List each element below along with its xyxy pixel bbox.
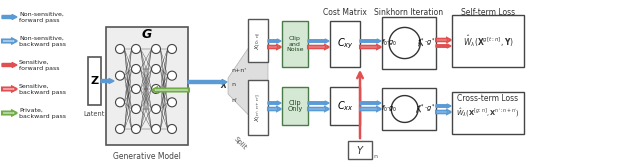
Circle shape [152, 64, 161, 73]
Circle shape [168, 125, 177, 133]
Text: Cross-term Loss: Cross-term Loss [458, 94, 518, 103]
FancyBboxPatch shape [382, 88, 436, 130]
FancyArrow shape [436, 44, 451, 48]
Circle shape [131, 105, 141, 114]
Text: Cost Matrix: Cost Matrix [323, 8, 367, 17]
FancyArrow shape [268, 101, 281, 105]
Text: $\hat{W}_{\lambda}(\mathbf{X}^{g[t:n]}, \mathbf{Y})$: $\hat{W}_{\lambda}(\mathbf{X}^{g[t:n]}, … [463, 33, 513, 49]
Text: n': n' [231, 98, 237, 103]
Text: n+n': n+n' [231, 67, 246, 72]
Text: $X_{[n':n+n']}$: $X_{[n':n+n']}$ [253, 93, 263, 122]
Text: Clip
Only: Clip Only [287, 100, 303, 113]
FancyBboxPatch shape [88, 57, 101, 105]
FancyBboxPatch shape [106, 27, 188, 145]
Text: $f^*{\cdot}g^*$: $f^*{\cdot}g^*$ [417, 37, 436, 49]
Circle shape [168, 71, 177, 80]
FancyBboxPatch shape [382, 17, 436, 69]
Text: Sinkhorn Iteration: Sinkhorn Iteration [374, 8, 444, 17]
FancyBboxPatch shape [282, 87, 308, 125]
FancyArrow shape [268, 45, 281, 49]
FancyArrow shape [2, 39, 17, 43]
Circle shape [131, 125, 141, 133]
FancyArrow shape [308, 39, 329, 43]
Text: Sensitive,
backward pass: Sensitive, backward pass [19, 83, 66, 95]
Text: Non-sensitive,
forward pass: Non-sensitive, forward pass [19, 11, 64, 23]
Circle shape [152, 85, 161, 94]
FancyArrow shape [188, 79, 227, 85]
FancyArrow shape [268, 39, 281, 43]
Text: Private,
backward pass: Private, backward pass [19, 107, 66, 119]
Circle shape [115, 98, 125, 107]
Text: G: G [142, 29, 152, 42]
FancyBboxPatch shape [248, 80, 268, 135]
FancyArrow shape [436, 110, 451, 114]
FancyArrow shape [308, 101, 329, 105]
Text: $Y$: $Y$ [356, 144, 364, 156]
Text: $\hat{W}_{\lambda}(\mathbf{X}^{[g:n]}, \mathbf{X}^{n':n+n'})$: $\hat{W}_{\lambda}(\mathbf{X}^{[g:n]}, \… [456, 107, 520, 119]
Text: Clip
and
Noise: Clip and Noise [286, 36, 304, 52]
Text: Split: Split [232, 135, 248, 151]
Text: $f_0{\cdot}g_0$: $f_0{\cdot}g_0$ [381, 104, 397, 114]
Text: Z: Z [90, 76, 99, 86]
FancyArrow shape [268, 107, 281, 111]
Text: Latent: Latent [84, 111, 105, 117]
Text: Sensitive,
forward pass: Sensitive, forward pass [19, 59, 60, 71]
Circle shape [115, 71, 125, 80]
Circle shape [131, 64, 141, 73]
Circle shape [152, 125, 161, 133]
FancyArrow shape [2, 111, 17, 116]
FancyArrow shape [152, 88, 189, 93]
FancyBboxPatch shape [452, 15, 524, 67]
Text: Non-sensitive,
backward pass: Non-sensitive, backward pass [19, 35, 66, 47]
FancyBboxPatch shape [330, 21, 360, 67]
Text: n: n [231, 81, 235, 87]
Circle shape [115, 44, 125, 53]
Text: $C_{xy}$: $C_{xy}$ [337, 37, 353, 51]
FancyArrow shape [2, 15, 17, 20]
FancyArrow shape [436, 38, 451, 42]
FancyBboxPatch shape [348, 141, 372, 159]
Text: X: X [220, 81, 226, 91]
FancyBboxPatch shape [330, 87, 360, 125]
FancyBboxPatch shape [248, 19, 268, 62]
Text: n: n [373, 154, 377, 159]
FancyBboxPatch shape [452, 92, 524, 134]
Text: $f_0{\cdot}g_0$: $f_0{\cdot}g_0$ [381, 38, 397, 48]
Text: Generative Model: Generative Model [113, 152, 181, 161]
FancyArrow shape [360, 101, 381, 105]
Circle shape [131, 44, 141, 53]
FancyArrow shape [360, 39, 381, 43]
Polygon shape [228, 19, 268, 135]
Circle shape [168, 44, 177, 53]
FancyArrow shape [436, 104, 451, 108]
Circle shape [131, 85, 141, 94]
Circle shape [152, 44, 161, 53]
FancyArrow shape [2, 87, 17, 92]
FancyArrow shape [308, 45, 329, 49]
Circle shape [152, 105, 161, 114]
FancyArrow shape [308, 107, 329, 111]
Text: $f^*{\cdot}g^*$: $f^*{\cdot}g^*$ [417, 103, 436, 115]
FancyArrow shape [360, 45, 381, 49]
Text: $C_{xx}$: $C_{xx}$ [337, 99, 353, 113]
FancyArrow shape [2, 62, 17, 67]
Circle shape [168, 98, 177, 107]
FancyArrow shape [360, 107, 381, 111]
FancyBboxPatch shape [282, 21, 308, 67]
Circle shape [115, 125, 125, 133]
FancyArrow shape [101, 78, 114, 84]
Text: Self-term Loss: Self-term Loss [461, 8, 515, 17]
Text: $X_{[0:n]}$: $X_{[0:n]}$ [253, 31, 263, 50]
